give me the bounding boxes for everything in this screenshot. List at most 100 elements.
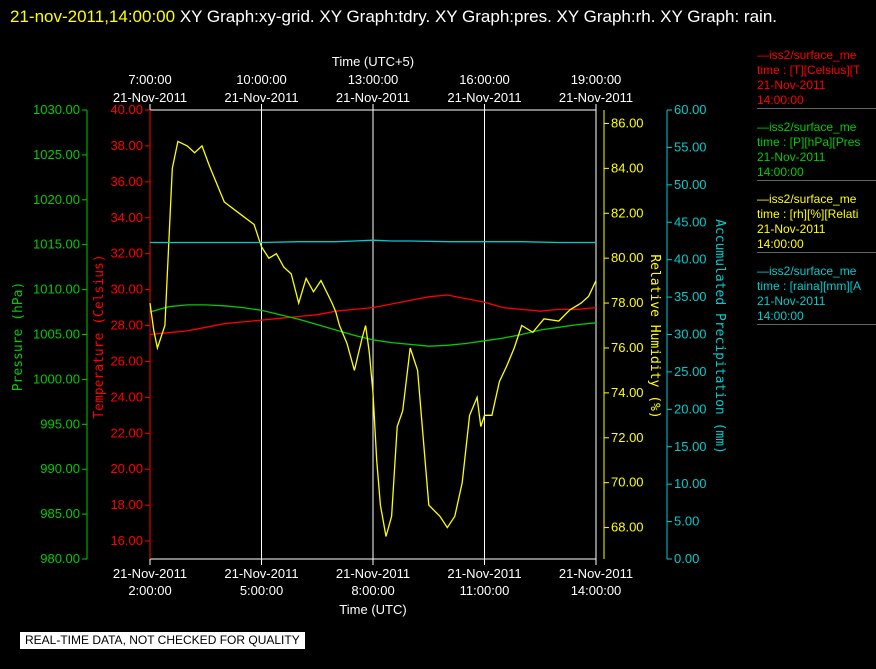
x-top-tick-time: 16:00:00 (459, 72, 510, 87)
x-bottom-tick-time: 11:00:00 (460, 583, 510, 598)
pressure-tick-label: 1020.00 (33, 192, 80, 207)
temperature-tick-label: 38.00 (110, 138, 143, 153)
precip-tick-label: 25.00 (674, 364, 707, 379)
x-bottom-tick-time: 2:00:00 (128, 583, 171, 598)
pressure-tick-label: 985.00 (40, 506, 80, 521)
humidity-tick-label: 80.00 (611, 250, 644, 265)
temperature-axis-label: Temperature (Celsius) (92, 254, 107, 418)
legend-time: 14:00:00 (757, 237, 804, 251)
legend-line2: time : [raina][mm][A (757, 279, 862, 293)
x-bottom-tick-date: 21-Nov-2011 (447, 566, 521, 581)
humidity-tick-label: 78.00 (611, 295, 644, 310)
temperature-tick-label: 40.00 (110, 102, 143, 117)
temperature-tick-label: 28.00 (110, 318, 143, 333)
legend-line2: time : [T][Celsius][T (757, 63, 861, 77)
temperature-tick-label: 18.00 (110, 497, 143, 512)
x-top-tick-date: 21-Nov-2011 (447, 90, 521, 105)
x-top-tick-time: 10:00:00 (236, 72, 287, 87)
precip-tick-label: 20.00 (674, 401, 707, 416)
precip-tick-label: 35.00 (674, 289, 707, 304)
temperature-tick-label: 26.00 (110, 353, 143, 368)
header-timestamp: 21-nov-2011,14:00:00 (10, 7, 176, 26)
pressure-tick-label: 1010.00 (33, 282, 80, 297)
legend-name: —iss2/surface_me (757, 264, 857, 278)
temperature-series-line (149, 294, 597, 336)
x-bottom-tick-time: 8:00:00 (351, 583, 394, 598)
graph-header: 21-nov-2011,14:00:00 XY Graph:xy-grid. X… (10, 2, 860, 32)
humidity-tick-label: 72.00 (611, 430, 644, 445)
precip-tick-label: 0.00 (674, 551, 699, 566)
pressure-tick-label: 980.00 (40, 551, 80, 566)
legend-date: 21-Nov-2011 (757, 222, 826, 236)
legend-date: 21-Nov-2011 (757, 78, 826, 92)
legend-entry: —iss2/surface_me time : [rh][%][Relati 21-… (757, 192, 876, 253)
legend-time: 14:00:00 (757, 165, 804, 179)
humidity-tick-label: 86.00 (611, 115, 644, 130)
x-bottom-tick-date: 21-Nov-2011 (336, 566, 410, 581)
temperature-tick-label: 22.00 (110, 425, 143, 440)
header-graph-list: XY Graph:xy-grid. XY Graph:tdry. XY Grap… (175, 7, 778, 26)
pressure-tick-label: 1015.00 (33, 237, 80, 252)
precip-tick-label: 60.00 (674, 102, 707, 117)
temperature-tick-label: 32.00 (110, 246, 143, 261)
x-top-tick-time: 19:00:00 (571, 72, 622, 87)
x-bottom-axis-label: Time (UTC) (339, 602, 406, 617)
x-bottom-tick-time: 5:00:00 (240, 583, 283, 598)
x-top-tick-date: 21-Nov-2011 (224, 90, 298, 105)
humidity-tick-label: 70.00 (611, 475, 644, 490)
x-top-axis-label: Time (UTC+5) (332, 54, 414, 69)
precip-tick-label: 40.00 (674, 252, 707, 267)
quality-notice: REAL-TIME DATA, NOT CHECKED FOR QUALITY (20, 632, 305, 649)
legend-name: —iss2/surface_me (757, 120, 857, 134)
precip-tick-label: 55.00 (674, 139, 707, 154)
pressure-tick-label: 1000.00 (33, 371, 80, 386)
legend-entry: —iss2/surface_me time : [T][Celsius][T 21-… (757, 48, 876, 109)
legend-date: 21-Nov-2011 (757, 150, 826, 164)
humidity-axis-label: Relative Humidity (%) (647, 254, 662, 418)
pressure-tick-label: 1005.00 (33, 327, 80, 342)
precip-tick-label: 30.00 (674, 327, 707, 342)
humidity-tick-label: 82.00 (611, 205, 644, 220)
precip-tick-label: 5.00 (674, 514, 699, 529)
precip-tick-label: 50.00 (674, 177, 707, 192)
legend-date: 21-Nov-2011 (757, 294, 826, 308)
legend-time: 14:00:00 (757, 309, 804, 323)
humidity-tick-label: 68.00 (611, 520, 644, 535)
x-top-tick-date: 21-Nov-2011 (113, 90, 187, 105)
legend-entry: —iss2/surface_me time : [P][hPa][Pres 21-N… (757, 120, 876, 181)
legend-line2: time : [P][hPa][Pres (757, 135, 861, 149)
temperature-tick-label: 20.00 (110, 461, 143, 476)
pressure-tick-label: 1025.00 (33, 147, 80, 162)
x-bottom-tick-date: 21-Nov-2011 (113, 566, 187, 581)
temperature-tick-label: 36.00 (110, 174, 143, 189)
temperature-tick-label: 30.00 (110, 282, 143, 297)
humidity-tick-label: 84.00 (611, 160, 644, 175)
x-top-tick-date: 21-Nov-2011 (336, 90, 410, 105)
x-top-tick-time: 7:00:00 (128, 72, 171, 87)
humidity-series-line (149, 140, 597, 537)
humidity-tick-label: 76.00 (611, 340, 644, 355)
pressure-tick-label: 990.00 (40, 461, 80, 476)
x-bottom-tick-date: 21-Nov-2011 (559, 566, 633, 581)
x-bottom-tick-date: 21-Nov-2011 (224, 566, 298, 581)
pressure-series-line (149, 304, 597, 347)
legend-name: —iss2/surface_me (757, 48, 857, 62)
precip-axis-label: Accumulated Precipitation (mm) (712, 219, 727, 454)
x-top-tick-date: 21-Nov-2011 (559, 90, 633, 105)
legend-name: —iss2/surface_me (757, 192, 857, 206)
pressure-axis-label: Pressure (hPa) (11, 282, 26, 392)
legend-entry: —iss2/surface_me time : [raina][mm][A 21-N… (757, 264, 876, 325)
precip-tick-label: 15.00 (674, 439, 707, 454)
legend-time: 14:00:00 (757, 93, 804, 107)
precip-series-line (150, 239, 596, 244)
legend-line2: time : [rh][%][Relati (757, 207, 859, 221)
pressure-tick-label: 995.00 (40, 416, 80, 431)
temperature-tick-label: 34.00 (110, 210, 143, 225)
precip-tick-label: 45.00 (674, 214, 707, 229)
pressure-tick-label: 1030.00 (33, 102, 80, 117)
precip-tick-label: 10.00 (674, 476, 707, 491)
humidity-tick-label: 74.00 (611, 385, 644, 400)
x-bottom-tick-time: 14:00:00 (571, 583, 622, 598)
temperature-tick-label: 24.00 (110, 389, 143, 404)
